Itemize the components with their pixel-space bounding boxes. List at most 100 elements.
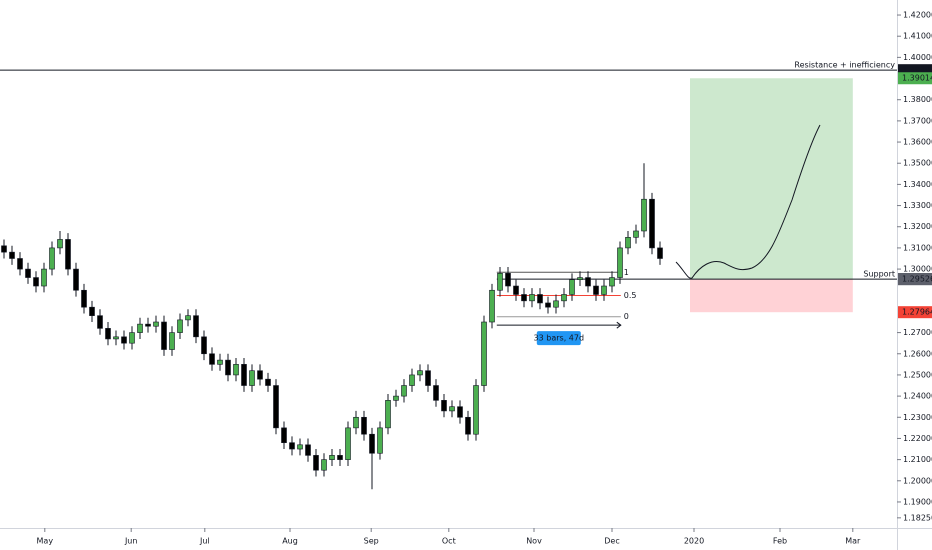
candle-body [497,273,503,291]
candle-body [465,416,471,435]
candle-body [89,306,95,316]
y-tick-label: 1.41000 [903,32,932,41]
candle-body [481,321,487,386]
x-tick-label: Aug [282,537,298,546]
candle-body [161,321,167,350]
candle-body [377,427,383,454]
candle-body [537,294,543,304]
y-tick-label: 1.42000 [903,11,932,20]
candle-body [49,247,55,270]
range-label: 33 bars, 47d [534,334,585,343]
y-tick-label: 1.30000 [903,265,932,274]
y-tick-label: 1.23000 [903,413,932,422]
x-tick-label: Sep [364,537,379,546]
candle-body [145,323,151,327]
candle-body [361,416,367,435]
candle-body [649,198,655,249]
price-tag [898,72,932,85]
candle-body [329,455,335,460]
y-tick-label: 1.24000 [903,392,932,401]
candle-body [433,385,439,401]
candle-body [177,319,183,333]
range-label-box [536,331,581,346]
candle-body [513,285,519,295]
x-tick-label: Mar [845,537,861,546]
candle-body [25,268,31,278]
loss-zone [690,279,853,313]
y-tick-label: 1.26000 [903,349,932,358]
candle-body [345,427,351,460]
candle-body [633,230,639,238]
y-tick-label: 1.37000 [903,116,932,125]
candle-body [305,444,311,456]
candle-body [233,364,239,376]
candle-body [473,385,479,435]
horizontal-line-label: Resistance + inefficiency [794,61,895,70]
candle-body [273,385,279,429]
candle-body [281,427,287,443]
candle-body [297,444,303,450]
candle-body [9,251,15,259]
candle-body [265,378,271,386]
candle-body [545,302,551,308]
candle-body [569,279,575,295]
y-tick-label: 1.20000 [903,476,932,485]
y-tick-label: 1.36000 [903,138,932,147]
y-tick-label: 1.18250 [903,513,932,522]
y-tick-label: 1.38000 [903,95,932,104]
candle-body [521,294,527,302]
y-tick-label: 1.32000 [903,222,932,231]
candle-body [41,268,47,287]
y-tick-label: 1.21000 [903,455,932,464]
x-tick-label: Oct [442,537,456,546]
candle-body [105,328,111,340]
candle-body [1,245,7,253]
candle-body [137,323,143,333]
candle-body [353,416,359,429]
candle-body [129,332,135,344]
range-arrow-head [616,321,622,329]
y-tick-label: 1.31000 [903,243,932,252]
candle-body [505,273,511,287]
candle-body [577,277,583,280]
candle-body [441,400,447,412]
y-tick-label: 1.27000 [903,328,932,337]
candle-body [193,315,199,338]
y-tick-label: 1.19000 [903,497,932,506]
candle-body [201,336,207,355]
horizontal-line-label: Support [863,270,895,279]
fib-label: 0.5 [624,291,637,300]
candle-body [417,370,423,376]
candle-body [257,370,263,380]
x-tick-label: Jul [199,537,210,546]
candle-body [81,289,87,308]
y-tick-label: 1.40000 [903,53,932,62]
price-tag [898,273,932,286]
candle-body [529,294,535,302]
x-tick-label: Feb [773,537,787,546]
candle-body [185,315,191,321]
price-tag-label: 1.39014 [902,74,932,83]
candle-body [561,294,567,302]
y-tick-label: 1.35000 [903,159,932,168]
candle-body [321,459,327,471]
candle-body [609,277,615,287]
candle-body [121,336,127,344]
y-tick-label: 1.33000 [903,201,932,210]
candle-body [17,258,23,270]
y-tick-label: 1.34000 [903,180,932,189]
candle-body [33,277,39,287]
x-tick-label: 2020 [684,537,704,546]
candle-body [73,268,79,291]
candle-body [65,239,71,270]
candle-body [97,315,103,329]
x-tick-label: May [37,537,54,546]
candle-body [449,406,455,412]
candle-body [393,395,399,401]
candle-body [153,321,159,327]
candle-body [369,433,375,454]
candle-body [217,359,223,365]
candle-body [593,285,599,295]
